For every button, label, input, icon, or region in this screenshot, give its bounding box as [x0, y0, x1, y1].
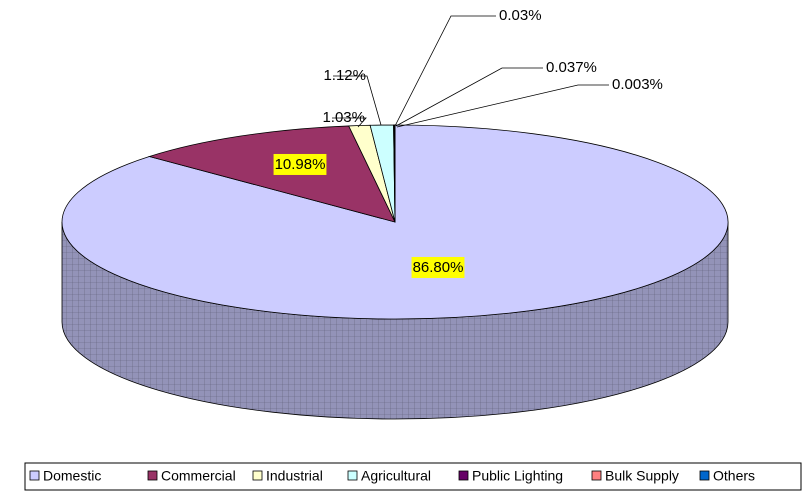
- data-label: 0.03%: [499, 7, 542, 24]
- legend-box: [24, 462, 802, 491]
- data-label-bg: [411, 256, 465, 278]
- legend-label: Commercial: [161, 468, 236, 484]
- legend-label: Others: [713, 468, 755, 484]
- data-label: 86.80%: [413, 259, 464, 276]
- legend-swatch: [147, 470, 158, 481]
- leader-line: [333, 75, 382, 126]
- data-label: 0.003%: [612, 76, 663, 93]
- leader-line: [332, 117, 367, 128]
- legend-swatch: [591, 470, 602, 481]
- legend-swatch: [347, 470, 358, 481]
- legend-swatch: [29, 470, 40, 481]
- leader-line: [395, 67, 543, 127]
- data-label: 1.12%: [323, 67, 366, 84]
- legend-label: Bulk Supply: [605, 468, 679, 484]
- leader-line: [394, 15, 496, 127]
- legend-swatch: [252, 470, 263, 481]
- legend-swatch: [458, 470, 469, 481]
- legend-label: Industrial: [266, 468, 323, 484]
- data-label: 10.98%: [275, 156, 326, 173]
- legend-label: Public Lighting: [472, 468, 563, 484]
- legend-swatch: [699, 470, 710, 481]
- pie-tops: [61, 124, 729, 320]
- data-label: 1.03%: [322, 109, 365, 126]
- data-label-bg: [273, 153, 327, 175]
- data-label: 0.037%: [546, 59, 597, 76]
- pie-side-texture: [62, 222, 728, 419]
- leader-line: [396, 84, 609, 128]
- legend-label: Agricultural: [361, 468, 431, 484]
- pie-slice: [147, 125, 396, 223]
- data-labels: 86.80% 10.98% 1.03% 1.12% 0.03% 0.037% 0.003%: [273, 7, 663, 278]
- legend-label: Domestic: [43, 468, 101, 484]
- legend: Domestic Commercial Industrial Agricultural…: [29, 468, 755, 484]
